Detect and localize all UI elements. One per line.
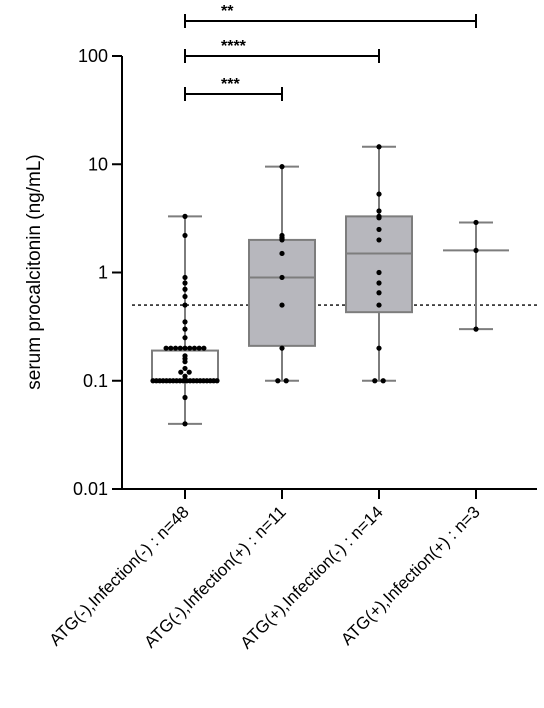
- data-point: [279, 236, 285, 242]
- data-point: [473, 219, 479, 226]
- data-point: [172, 345, 179, 351]
- significance-label: ****: [221, 38, 247, 55]
- data-point: [376, 144, 382, 150]
- data-point: [279, 274, 285, 281]
- data-point: [279, 250, 285, 257]
- data-point: [182, 280, 188, 286]
- data-point: [279, 302, 285, 308]
- y-tick-label: 1: [98, 263, 108, 283]
- data-point: [182, 232, 188, 239]
- data-point: [376, 345, 382, 351]
- data-point: [196, 345, 202, 351]
- y-tick-label: 100: [78, 46, 108, 66]
- data-point: [275, 378, 281, 384]
- significance-bracket: ****: [184, 38, 380, 63]
- data-point: [473, 326, 479, 332]
- data-point: [376, 290, 382, 296]
- data-point: [376, 208, 382, 214]
- data-point: [163, 345, 169, 351]
- data-point: [182, 353, 188, 359]
- data-point: [182, 286, 188, 292]
- data-point: [182, 274, 188, 281]
- significance-bracket: ***: [184, 76, 283, 101]
- box-3: [345, 145, 413, 382]
- data-point: [376, 280, 382, 286]
- significance-bracket: **: [184, 3, 477, 28]
- data-point: [473, 247, 479, 254]
- significance-label: **: [221, 3, 234, 20]
- data-point: [177, 345, 183, 351]
- data-point: [376, 226, 382, 233]
- data-point: [168, 345, 174, 351]
- data-point: [376, 215, 382, 221]
- data-point: [182, 335, 188, 341]
- y-tick-label: 10: [88, 154, 108, 174]
- data-point: [191, 345, 198, 351]
- data-point: [380, 378, 386, 384]
- data-point: [214, 378, 220, 384]
- data-point: [201, 345, 207, 351]
- data-point: [182, 213, 188, 219]
- data-point: [182, 326, 188, 332]
- box-body: [345, 215, 413, 314]
- data-point: [182, 421, 188, 427]
- data-point: [283, 378, 289, 384]
- data-point: [187, 345, 193, 351]
- data-point: [376, 302, 382, 308]
- y-tick-label: 0.1: [83, 371, 108, 391]
- data-point: [376, 269, 382, 276]
- y-axis-title: serum procalcitonin (ng/mL): [24, 154, 45, 389]
- data-point: [372, 378, 378, 384]
- data-point: [182, 293, 188, 300]
- data-point: [182, 373, 188, 379]
- data-point: [376, 237, 382, 243]
- box-4: [443, 221, 509, 331]
- significance-label: ***: [221, 76, 240, 93]
- data-point: [376, 191, 382, 197]
- data-point: [186, 369, 192, 375]
- data-point: [178, 369, 184, 375]
- data-point: [182, 345, 188, 351]
- data-point: [279, 164, 285, 170]
- data-point: [182, 319, 188, 325]
- data-point: [182, 365, 188, 372]
- data-point: [182, 302, 188, 308]
- data-point: [182, 394, 188, 401]
- data-point: [279, 345, 285, 351]
- y-tick-label: 0.01: [73, 479, 108, 499]
